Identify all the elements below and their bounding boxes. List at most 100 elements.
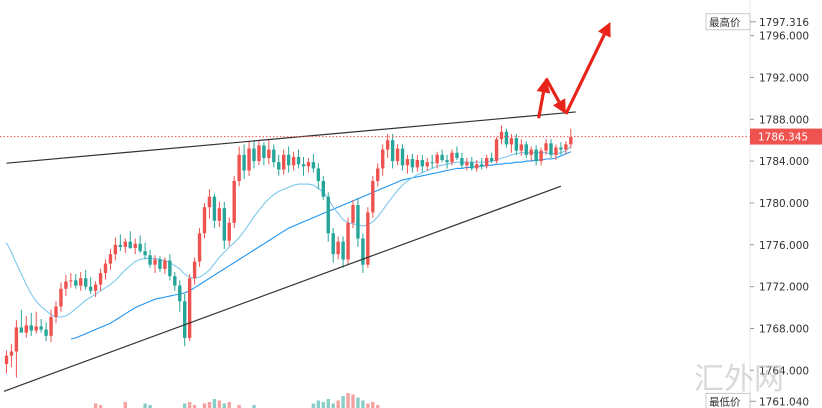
candle-body — [84, 278, 88, 287]
volume-bar — [351, 394, 355, 408]
candle-body — [385, 140, 390, 150]
y-tick-label: 1772.000 — [759, 282, 809, 294]
candle-body — [356, 205, 360, 239]
candle-body — [554, 147, 558, 155]
candle-body — [39, 326, 43, 330]
candle-body — [93, 284, 98, 291]
candle-body — [425, 162, 429, 167]
y-tick-label: 1796.000 — [759, 31, 809, 43]
candle-body — [390, 140, 395, 162]
candle-body — [237, 154, 241, 181]
y-tick-label: 1780.000 — [759, 198, 809, 210]
candle-body — [19, 327, 24, 333]
candle-body — [217, 208, 222, 221]
forecast-arrows — [536, 21, 611, 119]
candle-body — [321, 180, 325, 197]
candle-body — [326, 196, 330, 234]
candle-body — [484, 157, 489, 167]
candle-body — [59, 288, 63, 307]
watermark-text: 汇外网 — [694, 362, 784, 397]
candle-body — [98, 273, 103, 285]
candle-body — [331, 233, 335, 255]
candle-body — [306, 162, 311, 167]
candle-body — [301, 164, 306, 167]
volume-bars — [93, 393, 380, 408]
volume-bar — [366, 403, 370, 408]
candle-body — [148, 255, 152, 265]
candle-body — [549, 143, 553, 155]
candle-body — [286, 154, 291, 166]
candle-body — [534, 149, 538, 162]
candle-body — [133, 243, 137, 248]
candlesticks — [4, 125, 573, 378]
candle-body — [163, 260, 167, 269]
volume-bar — [212, 399, 217, 408]
volume-bar — [341, 396, 345, 408]
candle-body — [257, 145, 261, 162]
candle-body — [336, 241, 340, 255]
volume-bar — [252, 405, 256, 408]
volume-bar — [311, 403, 316, 408]
volume-bar — [98, 405, 103, 408]
price-axis[interactable]: 1796.000 1792.000 1788.000 1784.000 1780.000… — [705, 0, 822, 408]
candle-body — [465, 162, 469, 166]
candle-body — [69, 280, 73, 282]
candle-body — [262, 145, 266, 158]
candle-body — [183, 301, 187, 338]
current-price-label: 1786.345 — [758, 132, 808, 144]
candle-body — [504, 131, 509, 145]
candle-body — [74, 280, 78, 286]
candle-body — [277, 162, 281, 170]
volume-bar — [326, 399, 330, 408]
candle-body — [202, 207, 207, 234]
support-trendline — [3, 185, 562, 392]
candle-body — [207, 196, 212, 208]
candle-body — [395, 148, 400, 162]
volume-bar — [227, 402, 231, 408]
candle-body — [430, 162, 434, 164]
candle-body — [400, 148, 405, 166]
trendlines — [3, 111, 576, 392]
candle-body — [153, 259, 157, 265]
candle-body — [173, 276, 177, 286]
candle-body — [158, 259, 162, 269]
candle-body — [346, 222, 350, 260]
candle-body — [222, 208, 226, 241]
candle-body — [371, 180, 375, 213]
candle-body — [9, 351, 14, 356]
volume-bar — [187, 402, 192, 408]
volume-bar — [237, 405, 241, 408]
candle-body — [405, 159, 410, 166]
candle-body — [529, 149, 533, 155]
forecast-arrow-up-2-shaft — [564, 33, 606, 115]
y-tick-label: 1784.000 — [759, 156, 809, 168]
candle-body — [559, 147, 563, 150]
candle-body — [118, 244, 123, 247]
candle-body — [187, 278, 192, 338]
candle-body — [480, 164, 484, 167]
candle-body — [242, 154, 246, 171]
volume-bar — [371, 402, 375, 408]
candle-body — [128, 241, 132, 248]
candle-body — [232, 180, 236, 223]
candle-body — [29, 325, 33, 331]
low-marker-label: 最低价 — [709, 395, 741, 408]
candle-body — [519, 144, 523, 151]
candle-body — [88, 286, 93, 291]
volume-bar — [123, 402, 127, 408]
candle-body — [272, 149, 276, 163]
volume-bar — [321, 402, 325, 408]
candle-body — [143, 251, 147, 256]
volume-bar — [222, 403, 226, 408]
forecast-arrow-up-1-shaft — [537, 91, 546, 119]
volume-bar — [336, 400, 340, 408]
candle-body — [376, 168, 380, 181]
low-marker-value: 1761.040 — [759, 396, 809, 408]
candle-body — [361, 238, 365, 265]
candle-body — [341, 241, 345, 260]
candle-body — [381, 149, 385, 169]
candle-body — [420, 160, 424, 167]
current-price-tag — [750, 128, 822, 145]
candle-body — [455, 152, 459, 158]
